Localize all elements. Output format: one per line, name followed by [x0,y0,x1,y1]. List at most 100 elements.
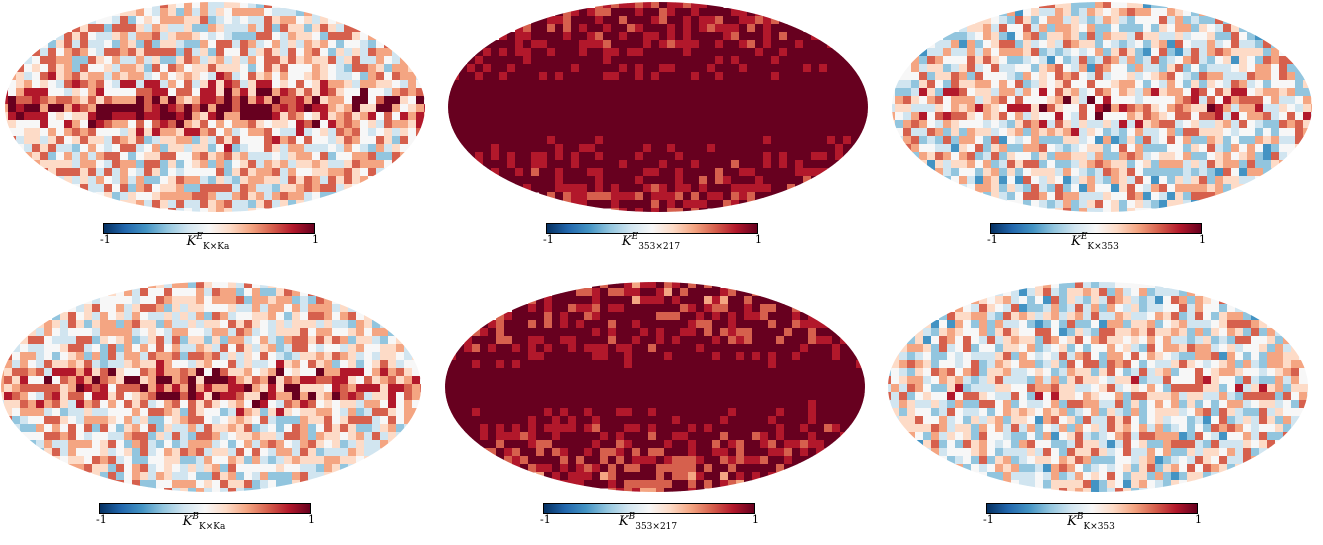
map-pixel [627,80,636,89]
map-pixel [76,376,85,385]
map-pixel [659,152,668,161]
map-pixel [584,352,593,361]
map-pixel [1199,152,1208,161]
map-pixel [280,56,289,65]
map-pixel [148,352,157,361]
map-pixel [619,112,628,121]
map-pixel [48,40,57,49]
map-pixel [232,128,241,137]
map-pixel [64,64,73,73]
map-pixel [1247,112,1256,121]
map-pixel [124,360,133,369]
map-pixel [168,80,177,89]
map-pixel [691,144,700,153]
map-pixel [232,152,241,161]
map-pixel [104,56,113,65]
map-pixel [1087,2,1096,9]
map-pixel [895,112,904,121]
map-pixel [268,312,277,321]
map-pixel [268,384,277,393]
map-pixel [300,440,309,449]
map-pixel [176,56,185,65]
map-pixel [1111,96,1120,105]
map-pixel [456,344,465,353]
map-pixel [76,368,85,377]
map-pixel [368,72,377,81]
map-pixel [200,200,209,209]
map-pixel [376,72,385,81]
map-pixel [696,312,705,321]
map-pixel [268,424,277,433]
map-pixel [523,104,532,113]
map-pixel [200,32,209,41]
map-pixel [755,168,764,177]
map-pixel [459,88,468,97]
map-pixel [959,64,968,73]
map-pixel [224,120,233,129]
map-pixel [1079,192,1088,201]
map-pixel [68,360,77,369]
map-pixel [272,136,281,145]
map-pixel [48,72,57,81]
map-pixel [507,168,516,177]
map-pixel [715,32,724,41]
map-pixel [499,40,508,49]
map-pixel [148,408,157,417]
map-pixel [480,328,489,337]
map-pixel [1071,168,1080,177]
map-pixel [771,40,780,49]
map-pixel [715,8,724,17]
map-pixel [148,480,157,489]
map-pixel [264,104,273,113]
map-pixel [667,2,676,9]
map-pixel [108,416,117,425]
map-pixel [959,144,968,153]
map-pixel [156,304,165,313]
map-pixel [184,56,193,65]
map-pixel [176,16,185,25]
map-pixel [935,136,944,145]
map-pixel [172,392,181,401]
map-pixel [136,176,145,185]
map-pixel [32,160,41,169]
map-pixel [28,360,37,369]
map-pixel [991,56,1000,65]
map-pixel [280,8,289,17]
map-pixel [816,320,825,329]
map-pixel [128,192,137,201]
map-pixel [336,152,345,161]
map-pixel [404,416,413,425]
map-pixel [368,104,377,113]
map-pixel [272,40,281,49]
map-pixel [288,112,297,121]
map-pixel [1279,72,1288,81]
map-pixel [8,104,17,113]
map-pixel [851,120,860,129]
map-pixel [1055,184,1064,193]
map-pixel [1167,200,1176,209]
map-pixel [256,192,265,201]
map-pixel [152,40,161,49]
map-pixel [204,408,213,417]
map-pixel [88,144,97,153]
map-pixel [304,112,313,121]
map-pixel [1127,64,1136,73]
map-pixel [24,80,33,89]
map-pixel [344,80,353,89]
map-pixel [1015,120,1024,129]
map-pixel [24,72,33,81]
map-pixel [563,136,572,145]
map-pixel [571,40,580,49]
map-pixel [380,408,389,417]
map-pixel [28,424,37,433]
map-pixel [332,360,341,369]
map-pixel [180,288,189,297]
map-pixel [204,344,213,353]
map-pixel [268,480,277,489]
map-pixel [20,416,29,425]
map-pixel [336,56,345,65]
map-pixel [1103,168,1112,177]
map-pixel [683,208,692,212]
map-pixel [240,120,249,129]
map-pixel [208,120,217,129]
